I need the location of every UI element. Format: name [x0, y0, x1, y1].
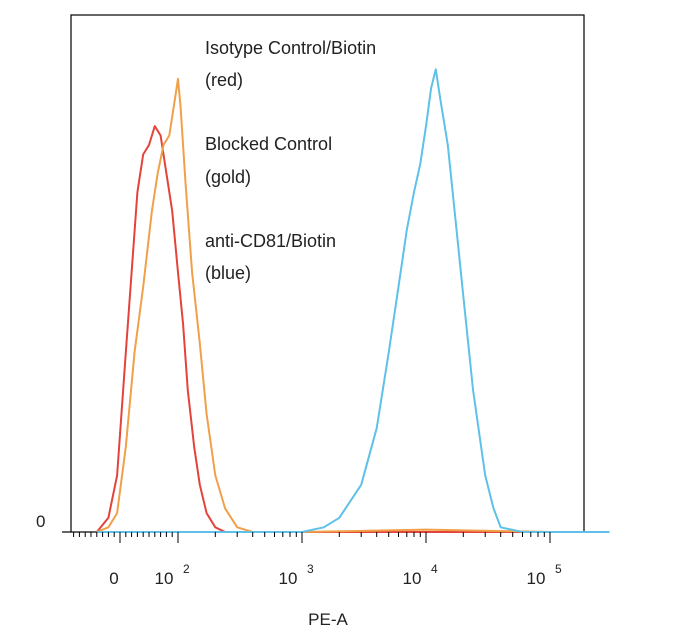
x-tick-exponent: 3	[307, 562, 314, 576]
x-tick-exponent: 5	[555, 562, 562, 576]
plot-frame	[70, 14, 585, 533]
svg-text:anti-CD81/Biotin: anti-CD81/Biotin	[205, 231, 336, 251]
x-tick-exponent: 4	[431, 562, 438, 576]
svg-text:(red): (red)	[205, 70, 243, 90]
annotation-isotype-control: Isotype Control/Biotin (red)	[205, 38, 376, 90]
x-tick-label: 10 3	[279, 562, 314, 588]
series-line-0	[96, 125, 610, 533]
x-tick-exponent: 2	[183, 562, 190, 576]
x-tick-label: 10 5	[527, 562, 562, 588]
x-tick-label: 10 2	[155, 562, 190, 588]
series-layer	[96, 68, 610, 533]
annotation-anti-cd81: anti-CD81/Biotin (blue)	[205, 231, 336, 283]
x-tick-label: 10 4	[403, 562, 438, 588]
x-tick-base: 10	[155, 569, 174, 588]
svg-text:(blue): (blue)	[205, 263, 251, 283]
x-tick-label: 0	[109, 569, 118, 588]
y-tick-label-zero: 0	[36, 512, 45, 531]
svg-text:Blocked Control: Blocked Control	[205, 134, 332, 154]
x-axis-tick-labels: 0 10 2 10 3 10 4 10 5	[109, 562, 562, 588]
x-tick-base: 10	[279, 569, 298, 588]
annotation-blocked-control: Blocked Control (gold)	[205, 134, 332, 187]
x-tick-base: 0	[109, 569, 118, 588]
x-tick-base: 10	[527, 569, 546, 588]
x-tick-base: 10	[403, 569, 422, 588]
x-axis-title: PE-A	[308, 610, 348, 629]
svg-text:Isotype Control/Biotin: Isotype Control/Biotin	[205, 38, 376, 58]
x-axis-ticks	[73, 532, 551, 543]
series-line-1	[96, 77, 610, 533]
series-line-2	[96, 68, 610, 533]
svg-text:(gold): (gold)	[205, 167, 251, 187]
